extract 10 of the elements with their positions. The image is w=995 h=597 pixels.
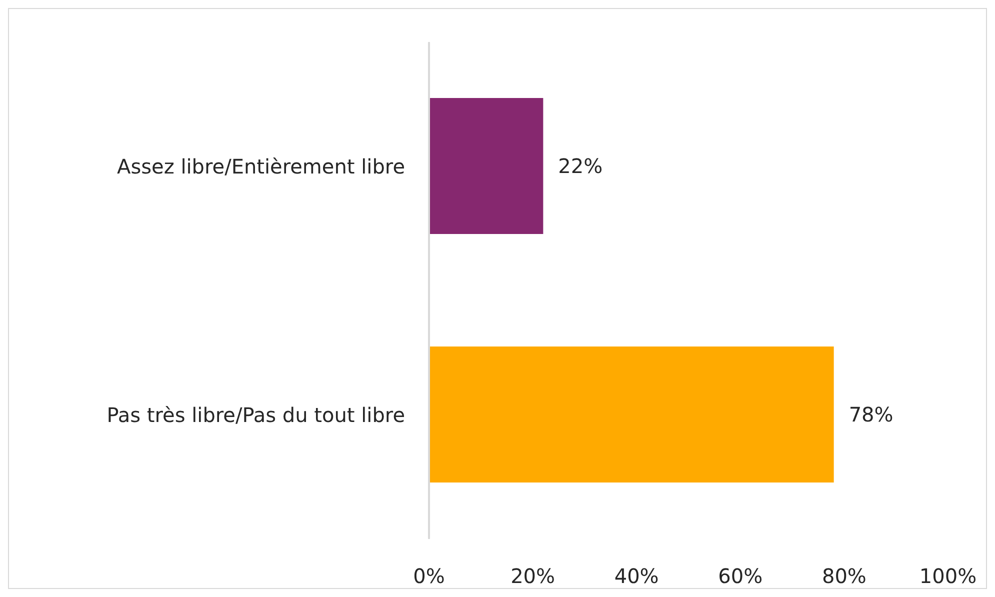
x-tick-label: 20% xyxy=(510,564,556,588)
x-tick-label: 0% xyxy=(413,564,445,588)
x-tick-label: 60% xyxy=(718,564,763,588)
y-tick-label: Pas très libre/Pas du tout libre xyxy=(106,402,405,427)
data-label: 78% xyxy=(848,402,894,427)
x-tick-label: 40% xyxy=(614,564,659,588)
x-tick-label: 80% xyxy=(822,564,866,588)
x-tick-label: 100% xyxy=(919,564,977,588)
y-tick-label: Assez libre/Entièrement libre xyxy=(117,154,405,178)
data-label: 22% xyxy=(558,154,603,178)
